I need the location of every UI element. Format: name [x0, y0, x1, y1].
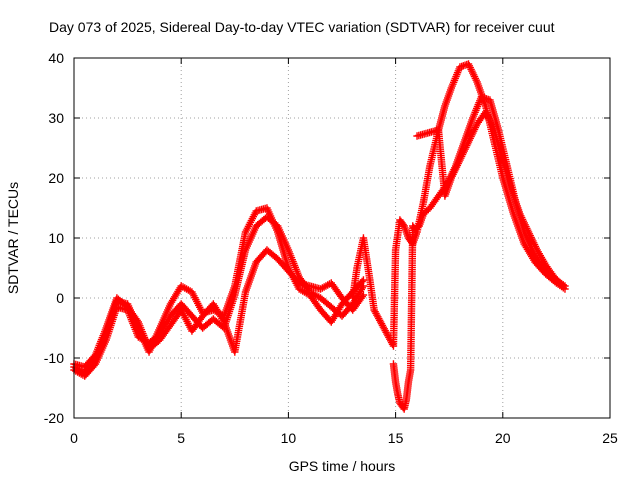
y-tick-label: 30 — [48, 110, 64, 126]
y-tick-label: 0 — [56, 290, 64, 306]
x-tick-label: 0 — [70, 430, 78, 446]
data-point — [359, 276, 368, 284]
y-axis-label: SDTVAR / TECUs — [5, 182, 21, 294]
data-point — [559, 282, 567, 290]
series-track-b — [70, 213, 368, 380]
data-point — [359, 291, 368, 299]
x-tick-label: 25 — [602, 430, 618, 446]
plot-frame — [73, 57, 611, 419]
series-track-d — [349, 60, 569, 350]
series-track-c — [70, 246, 368, 371]
data-point — [359, 282, 368, 290]
y-tick-label: -10 — [44, 350, 64, 366]
chart-title: Day 073 of 2025, Sidereal Day-to-day VTE… — [49, 19, 555, 35]
y-tick-label: 40 — [48, 50, 64, 66]
x-axis-label: GPS time / hours — [289, 458, 396, 474]
y-tick-label: -20 — [44, 410, 64, 426]
x-tick-label: 20 — [495, 430, 511, 446]
data-markers — [70, 60, 569, 413]
series-track-f — [413, 108, 567, 290]
y-tick-label: 10 — [48, 230, 64, 246]
x-tick-label: 15 — [388, 430, 404, 446]
x-tick-label: 5 — [177, 430, 185, 446]
series-track-e — [389, 93, 569, 413]
y-tick-label: 20 — [48, 170, 64, 186]
x-tick-label: 10 — [281, 430, 297, 446]
